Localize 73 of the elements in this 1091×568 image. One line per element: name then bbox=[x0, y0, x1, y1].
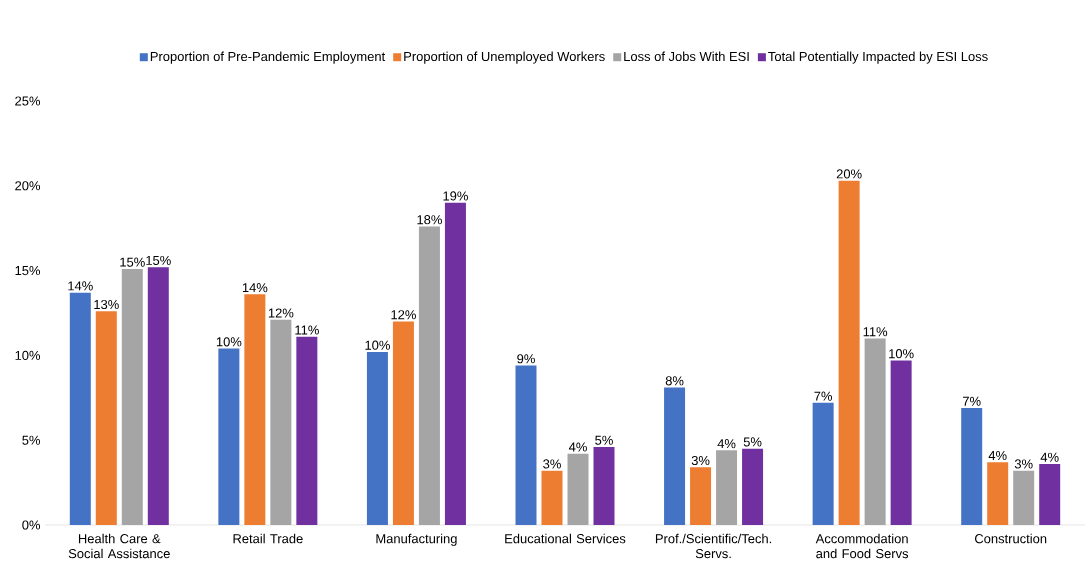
data-label: 5% bbox=[743, 437, 762, 447]
legend-label: Proportion of Pre-Pandemic Employment bbox=[150, 51, 386, 64]
bar bbox=[690, 467, 712, 525]
x-tick-label: Health Care & Social Assistance bbox=[68, 533, 170, 559]
data-label: 11% bbox=[863, 327, 888, 337]
data-label: 15% bbox=[146, 255, 171, 265]
x-tick-label: Manufacturing bbox=[376, 533, 457, 546]
data-label: 3% bbox=[691, 455, 710, 466]
y-tick-label: 5% bbox=[22, 435, 41, 445]
bar bbox=[716, 450, 738, 525]
bar bbox=[567, 453, 589, 525]
bar bbox=[69, 292, 91, 525]
bar bbox=[444, 202, 466, 525]
data-label: 20% bbox=[836, 169, 862, 179]
bar bbox=[541, 470, 563, 525]
y-tick-label: 0% bbox=[22, 520, 41, 530]
bar bbox=[1039, 463, 1061, 525]
data-label: 11% bbox=[295, 325, 319, 335]
x-tick-label: Educational Services bbox=[505, 533, 626, 544]
data-label: 19% bbox=[443, 191, 468, 201]
y-tick-label: 25% bbox=[15, 96, 41, 106]
bar bbox=[593, 446, 615, 525]
legend-label: Proportion of Unemployed Workers bbox=[404, 51, 605, 64]
bar bbox=[812, 402, 834, 525]
bar bbox=[121, 268, 143, 525]
data-label: 7% bbox=[814, 391, 833, 401]
bar bbox=[218, 348, 240, 525]
data-label: 8% bbox=[665, 376, 684, 386]
x-tick-label: Accommodation and Food Servs bbox=[815, 533, 909, 559]
bar bbox=[742, 448, 764, 525]
bar bbox=[961, 407, 983, 525]
data-label: 9% bbox=[517, 354, 535, 364]
bar bbox=[296, 336, 318, 525]
x-tick-label: Retail Trade bbox=[233, 533, 303, 544]
bar bbox=[890, 360, 912, 525]
bar bbox=[838, 180, 860, 525]
bar bbox=[664, 387, 686, 525]
bar bbox=[418, 226, 440, 525]
data-label: 14% bbox=[242, 283, 268, 293]
data-label: 15% bbox=[120, 257, 145, 267]
bar bbox=[1013, 470, 1035, 525]
data-label: 10% bbox=[889, 349, 914, 359]
bar bbox=[147, 267, 169, 525]
bar bbox=[244, 294, 266, 525]
data-label: 12% bbox=[391, 310, 416, 320]
data-label: 4% bbox=[568, 442, 587, 452]
data-label: 4% bbox=[1040, 452, 1059, 462]
bar bbox=[987, 462, 1009, 525]
x-tick-label: Construction bbox=[975, 533, 1047, 544]
y-tick-label: 10% bbox=[15, 350, 41, 360]
bar bbox=[270, 319, 292, 525]
y-tick-label: 15% bbox=[15, 266, 41, 276]
data-label: 3% bbox=[543, 459, 561, 469]
data-label: 7% bbox=[963, 396, 981, 406]
x-tick-label: Prof./Scientific/Tech. Servs. bbox=[655, 533, 772, 559]
data-label: 5% bbox=[595, 435, 613, 445]
bar bbox=[864, 338, 886, 525]
bar bbox=[366, 351, 388, 525]
data-label: 12% bbox=[268, 308, 294, 318]
data-label: 18% bbox=[417, 215, 442, 225]
bar bbox=[95, 311, 117, 525]
data-label: 10% bbox=[365, 340, 390, 350]
bar bbox=[515, 365, 537, 525]
legend-label: Total Potentially Impacted by ESI Loss bbox=[768, 51, 988, 64]
data-label: 13% bbox=[94, 299, 119, 310]
legend-label: Loss of Jobs With ESI bbox=[624, 51, 749, 62]
data-label: 3% bbox=[1014, 459, 1033, 469]
data-label: 4% bbox=[717, 439, 736, 449]
bar bbox=[392, 321, 414, 525]
data-label: 4% bbox=[988, 450, 1007, 461]
data-label: 10% bbox=[216, 337, 242, 347]
y-tick-label: 20% bbox=[15, 181, 41, 191]
data-label: 14% bbox=[68, 281, 93, 291]
